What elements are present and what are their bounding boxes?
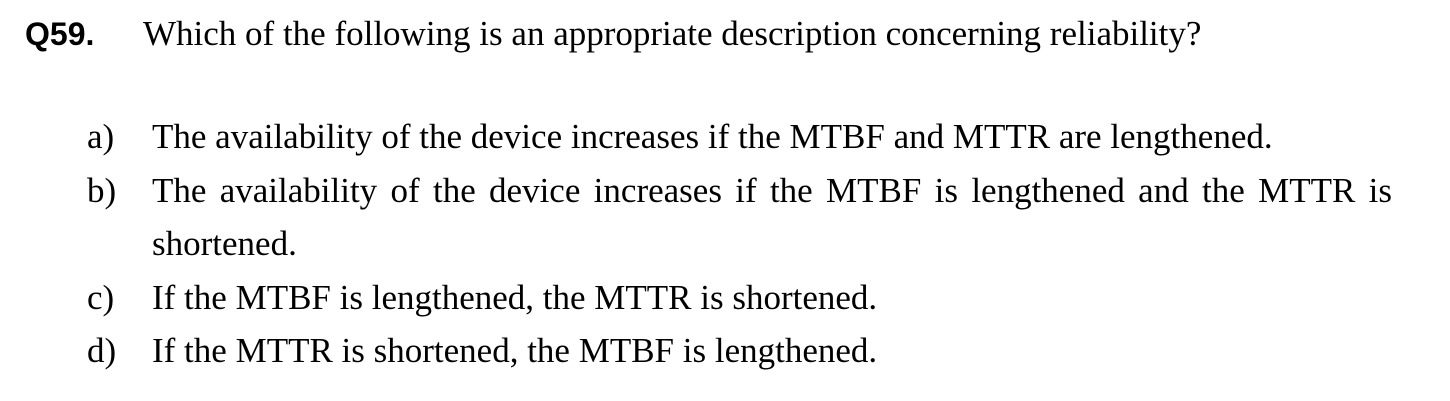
question-number: Q59. (25, 16, 95, 52)
option-label: a) (87, 117, 115, 156)
option-b: b) The availability of the device increa… (0, 164, 1450, 271)
option-text: If the MTBF is lengthened, the MTTR is s… (152, 277, 878, 317)
question-text: Which of the following is an appropriate… (143, 14, 1202, 53)
option-label: d) (87, 331, 117, 370)
option-d: d) If the MTTR is shortened, the MTBF is… (0, 324, 1450, 378)
option-label: b) (87, 170, 117, 210)
option-text: The availability of the device increases… (152, 170, 1392, 264)
option-a: a) The availability of the device increa… (0, 110, 1450, 164)
question-header: Q59. Which of the following is an approp… (25, 6, 1201, 62)
option-c: c) If the MTBF is lengthened, the MTTR i… (0, 271, 1450, 325)
option-text: The availability of the device increases… (152, 117, 1273, 156)
option-text: If the MTTR is shortened, the MTBF is le… (152, 331, 878, 370)
answer-options: a) The availability of the device increa… (0, 110, 1450, 378)
option-label: c) (87, 277, 115, 317)
